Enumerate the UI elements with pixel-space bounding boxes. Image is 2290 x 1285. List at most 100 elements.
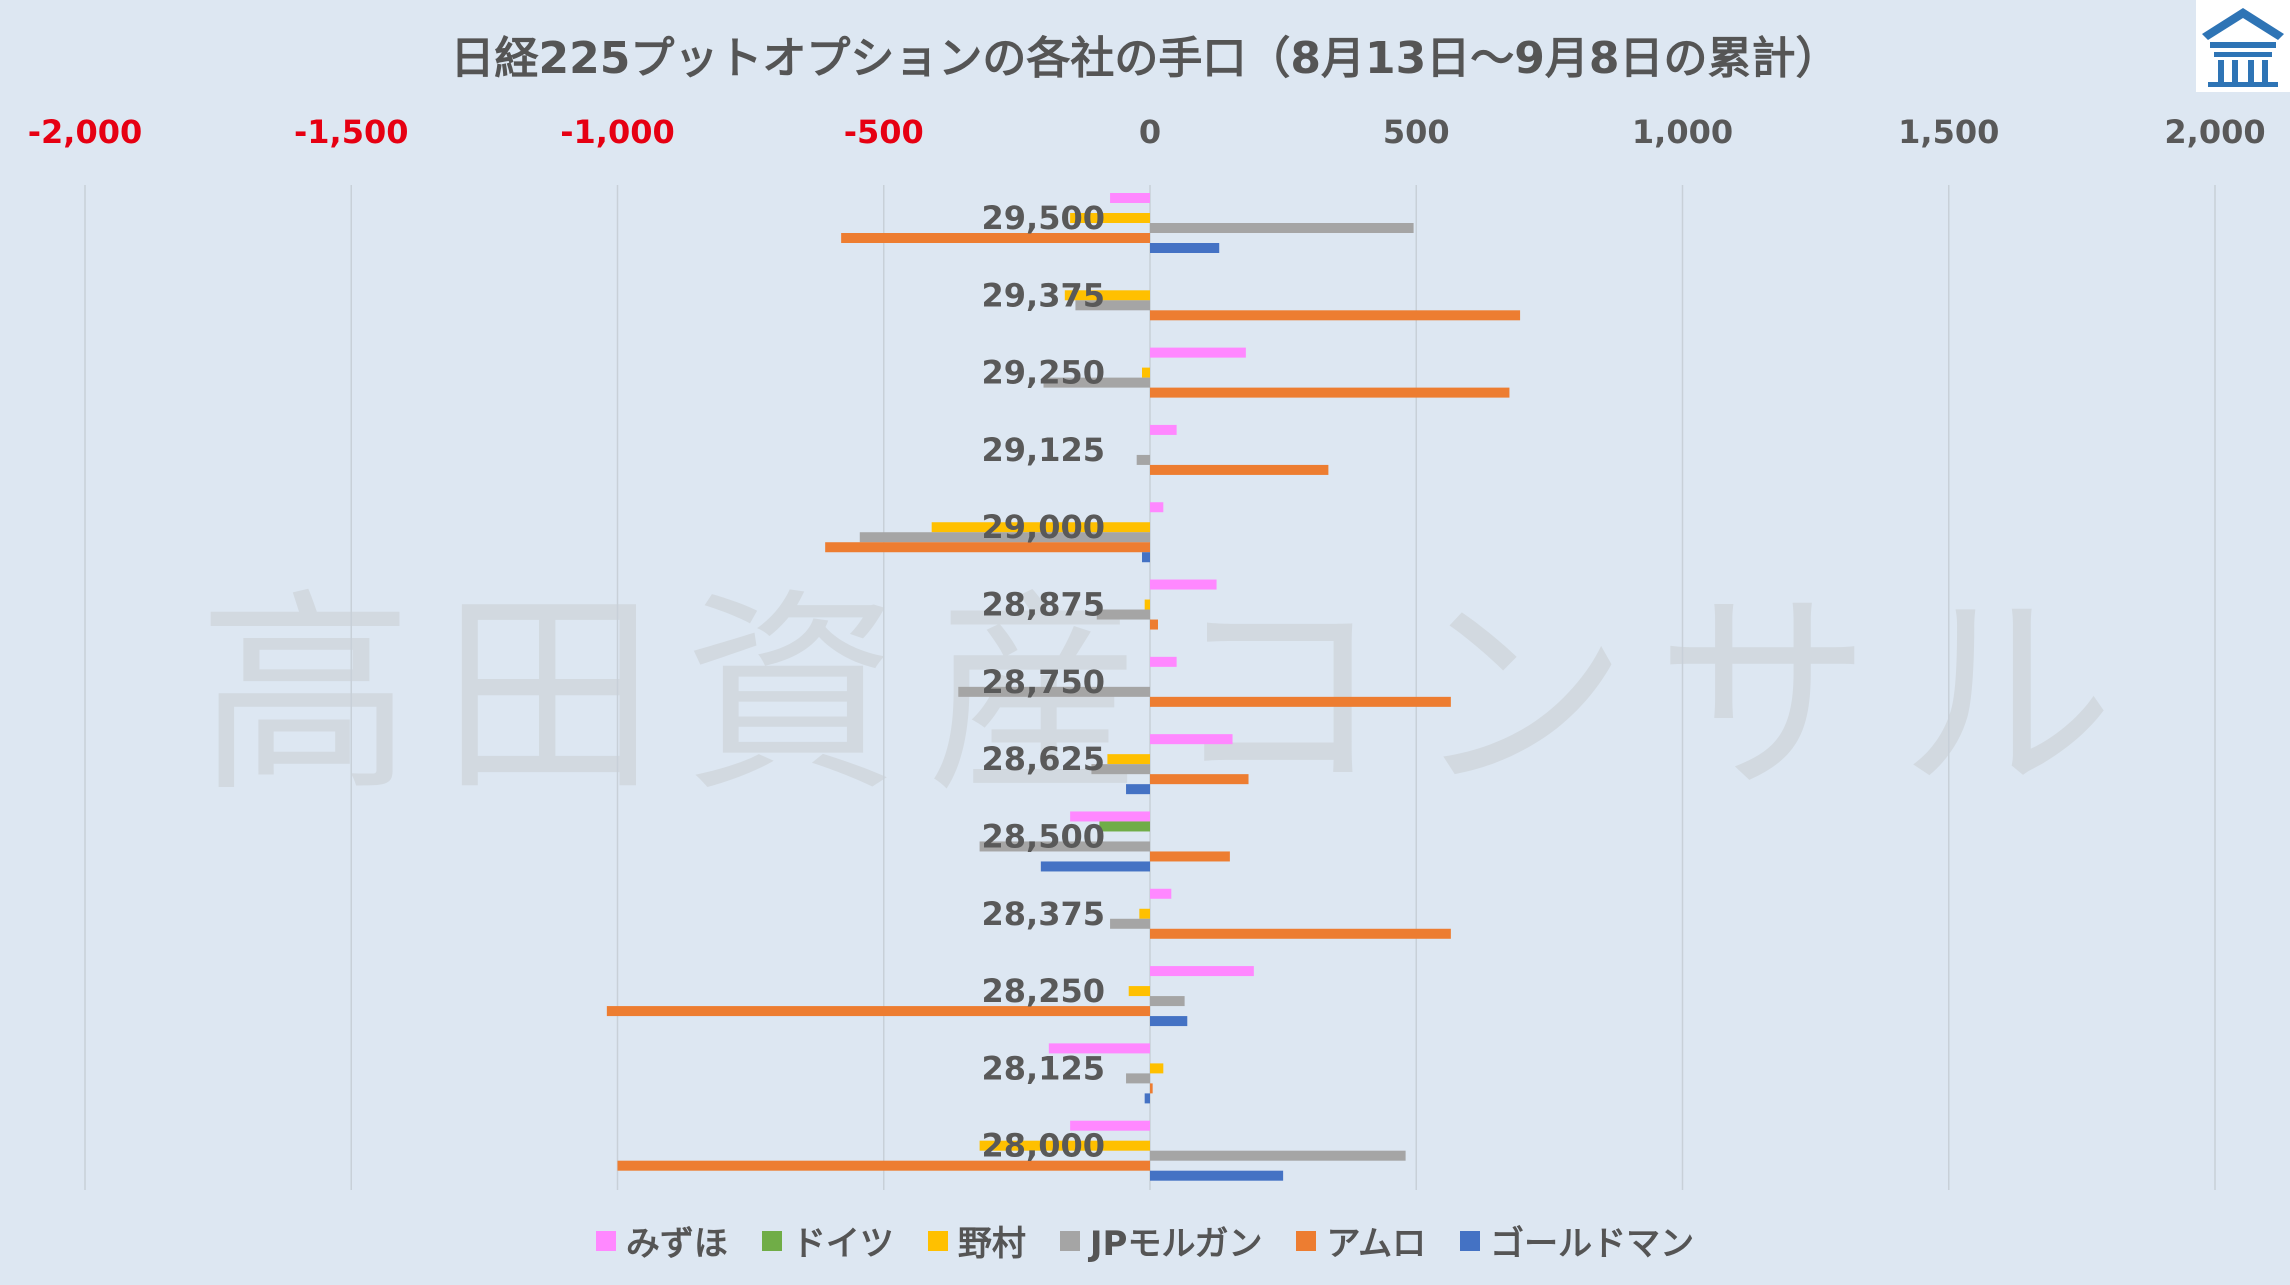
legend-item: JPモルガン bbox=[1059, 1216, 1263, 1265]
bar-ドイツ bbox=[1099, 821, 1150, 832]
bar-野村 bbox=[1142, 367, 1150, 378]
bar-JPモルガン bbox=[958, 686, 1150, 697]
x-tick-label: -1,000 bbox=[560, 113, 675, 151]
category-label: 28,875 bbox=[982, 586, 1105, 624]
legend-item: ゴールドマン bbox=[1460, 1216, 1694, 1265]
category-label: 29,250 bbox=[982, 354, 1105, 392]
legend-label: ゴールドマン bbox=[1490, 1224, 1695, 1264]
x-tick-label: -2,000 bbox=[28, 113, 143, 151]
bar-ゴールドマン bbox=[1150, 1016, 1188, 1027]
bar-野村 bbox=[1144, 599, 1150, 610]
category-label: 28,625 bbox=[982, 740, 1105, 778]
legend-label: アムロ bbox=[1326, 1224, 1427, 1264]
bar-アムロ bbox=[1150, 619, 1158, 630]
bar-ゴールドマン bbox=[1040, 861, 1150, 872]
bar-アムロ bbox=[1150, 696, 1451, 707]
x-tick-label: -1,500 bbox=[294, 113, 409, 151]
legend-label: ドイツ bbox=[791, 1224, 894, 1264]
bar-みずほ bbox=[1150, 579, 1217, 590]
bar-みずほ bbox=[1048, 1043, 1150, 1054]
bar-アムロ bbox=[617, 1160, 1150, 1171]
bar-野村 bbox=[931, 522, 1150, 533]
bar-みずほ bbox=[1070, 1120, 1150, 1131]
x-tick-label: 500 bbox=[1383, 113, 1450, 151]
bar-ゴールドマン bbox=[1142, 552, 1150, 563]
bar-JPモルガン bbox=[1150, 223, 1414, 233]
bar-アムロ bbox=[1150, 851, 1230, 862]
category-label: 29,500 bbox=[982, 199, 1105, 237]
legend-item: 野村 bbox=[927, 1216, 1026, 1265]
bar-アムロ bbox=[1150, 1083, 1153, 1094]
bar-JPモルガン bbox=[1126, 1073, 1150, 1084]
legend-label: 野村 bbox=[957, 1224, 1026, 1264]
bar-野村 bbox=[979, 1140, 1150, 1151]
bar-野村 bbox=[1139, 908, 1150, 919]
bar-JPモルガン bbox=[859, 532, 1150, 543]
category-label: 28,125 bbox=[982, 1049, 1105, 1087]
bar-JPモルガン bbox=[1150, 1150, 1406, 1161]
bar-アムロ bbox=[841, 233, 1150, 243]
legend-label: みずほ bbox=[625, 1224, 728, 1264]
bar-みずほ bbox=[1150, 347, 1246, 358]
bar-アムロ bbox=[825, 542, 1150, 553]
x-tick-label: 0 bbox=[1139, 113, 1161, 151]
bar-ゴールドマン bbox=[1144, 1093, 1150, 1104]
x-tick-label: 1,000 bbox=[1632, 113, 1733, 151]
bar-みずほ bbox=[1150, 656, 1177, 667]
legend-item: アムロ bbox=[1296, 1216, 1426, 1265]
legend-item: みずほ bbox=[595, 1216, 728, 1265]
chart-legend: みずほ ドイツ 野村 JPモルガン アムロ ゴールドマン bbox=[0, 1216, 2290, 1265]
legend-swatch bbox=[761, 1230, 782, 1251]
category-label: 28,500 bbox=[982, 817, 1105, 855]
category-label: 29,000 bbox=[982, 508, 1105, 546]
bar-ゴールドマン bbox=[1126, 784, 1150, 795]
bar-ゴールドマン bbox=[1150, 1170, 1284, 1181]
bar-アムロ bbox=[1150, 387, 1510, 398]
bar-アムロ bbox=[1150, 774, 1249, 785]
category-label: 28,750 bbox=[982, 663, 1105, 701]
bar-JPモルガン bbox=[1150, 996, 1185, 1007]
bar-みずほ bbox=[1150, 734, 1233, 745]
category-label: 28,375 bbox=[982, 895, 1105, 933]
bar-野村 bbox=[1128, 986, 1150, 997]
bar-野村 bbox=[1064, 290, 1150, 301]
bar-みずほ bbox=[1150, 888, 1172, 899]
legend-swatch bbox=[927, 1230, 948, 1251]
bar-JPモルガン bbox=[1091, 764, 1150, 775]
bar-JPモルガン bbox=[1110, 918, 1150, 929]
bar-野村 bbox=[1107, 754, 1150, 765]
legend-label: JPモルガン bbox=[1089, 1224, 1263, 1264]
category-label: 28,250 bbox=[982, 972, 1105, 1010]
bar-野村 bbox=[1070, 213, 1150, 223]
x-tick-label: -500 bbox=[844, 113, 924, 151]
bar-JPモルガン bbox=[1075, 300, 1150, 311]
bar-みずほ bbox=[1110, 193, 1150, 203]
bar-野村 bbox=[1150, 1063, 1164, 1074]
legend-swatch bbox=[1460, 1230, 1481, 1251]
legend-item: ドイツ bbox=[761, 1216, 894, 1265]
bar-みずほ bbox=[1070, 811, 1150, 822]
bar-アムロ bbox=[606, 1006, 1150, 1017]
legend-swatch bbox=[1296, 1230, 1317, 1251]
logo-icon bbox=[2196, 0, 2290, 92]
bar-JPモルガン bbox=[979, 841, 1150, 852]
category-label: 29,375 bbox=[982, 276, 1105, 314]
bar-みずほ bbox=[1150, 502, 1164, 513]
bar-JPモルガン bbox=[1043, 377, 1150, 388]
bar-みずほ bbox=[1150, 966, 1254, 977]
legend-swatch bbox=[1059, 1230, 1080, 1251]
x-tick-label: 1,500 bbox=[1898, 113, 1999, 151]
bar-アムロ bbox=[1150, 310, 1521, 321]
bar-ゴールドマン bbox=[1150, 243, 1220, 253]
bar-JPモルガン bbox=[1096, 609, 1150, 620]
bar-JPモルガン bbox=[1136, 454, 1150, 465]
bar-アムロ bbox=[1150, 928, 1451, 939]
chart-title: 日経225プットオプションの各社の手口（8月13日～9月8日の累計） bbox=[450, 33, 1840, 84]
category-label: 28,000 bbox=[982, 1127, 1105, 1165]
category-label: 29,125 bbox=[982, 431, 1105, 469]
legend-swatch bbox=[595, 1230, 616, 1251]
x-tick-label: 2,000 bbox=[2164, 113, 2265, 151]
bar-アムロ bbox=[1150, 464, 1329, 475]
bar-みずほ bbox=[1150, 424, 1177, 435]
